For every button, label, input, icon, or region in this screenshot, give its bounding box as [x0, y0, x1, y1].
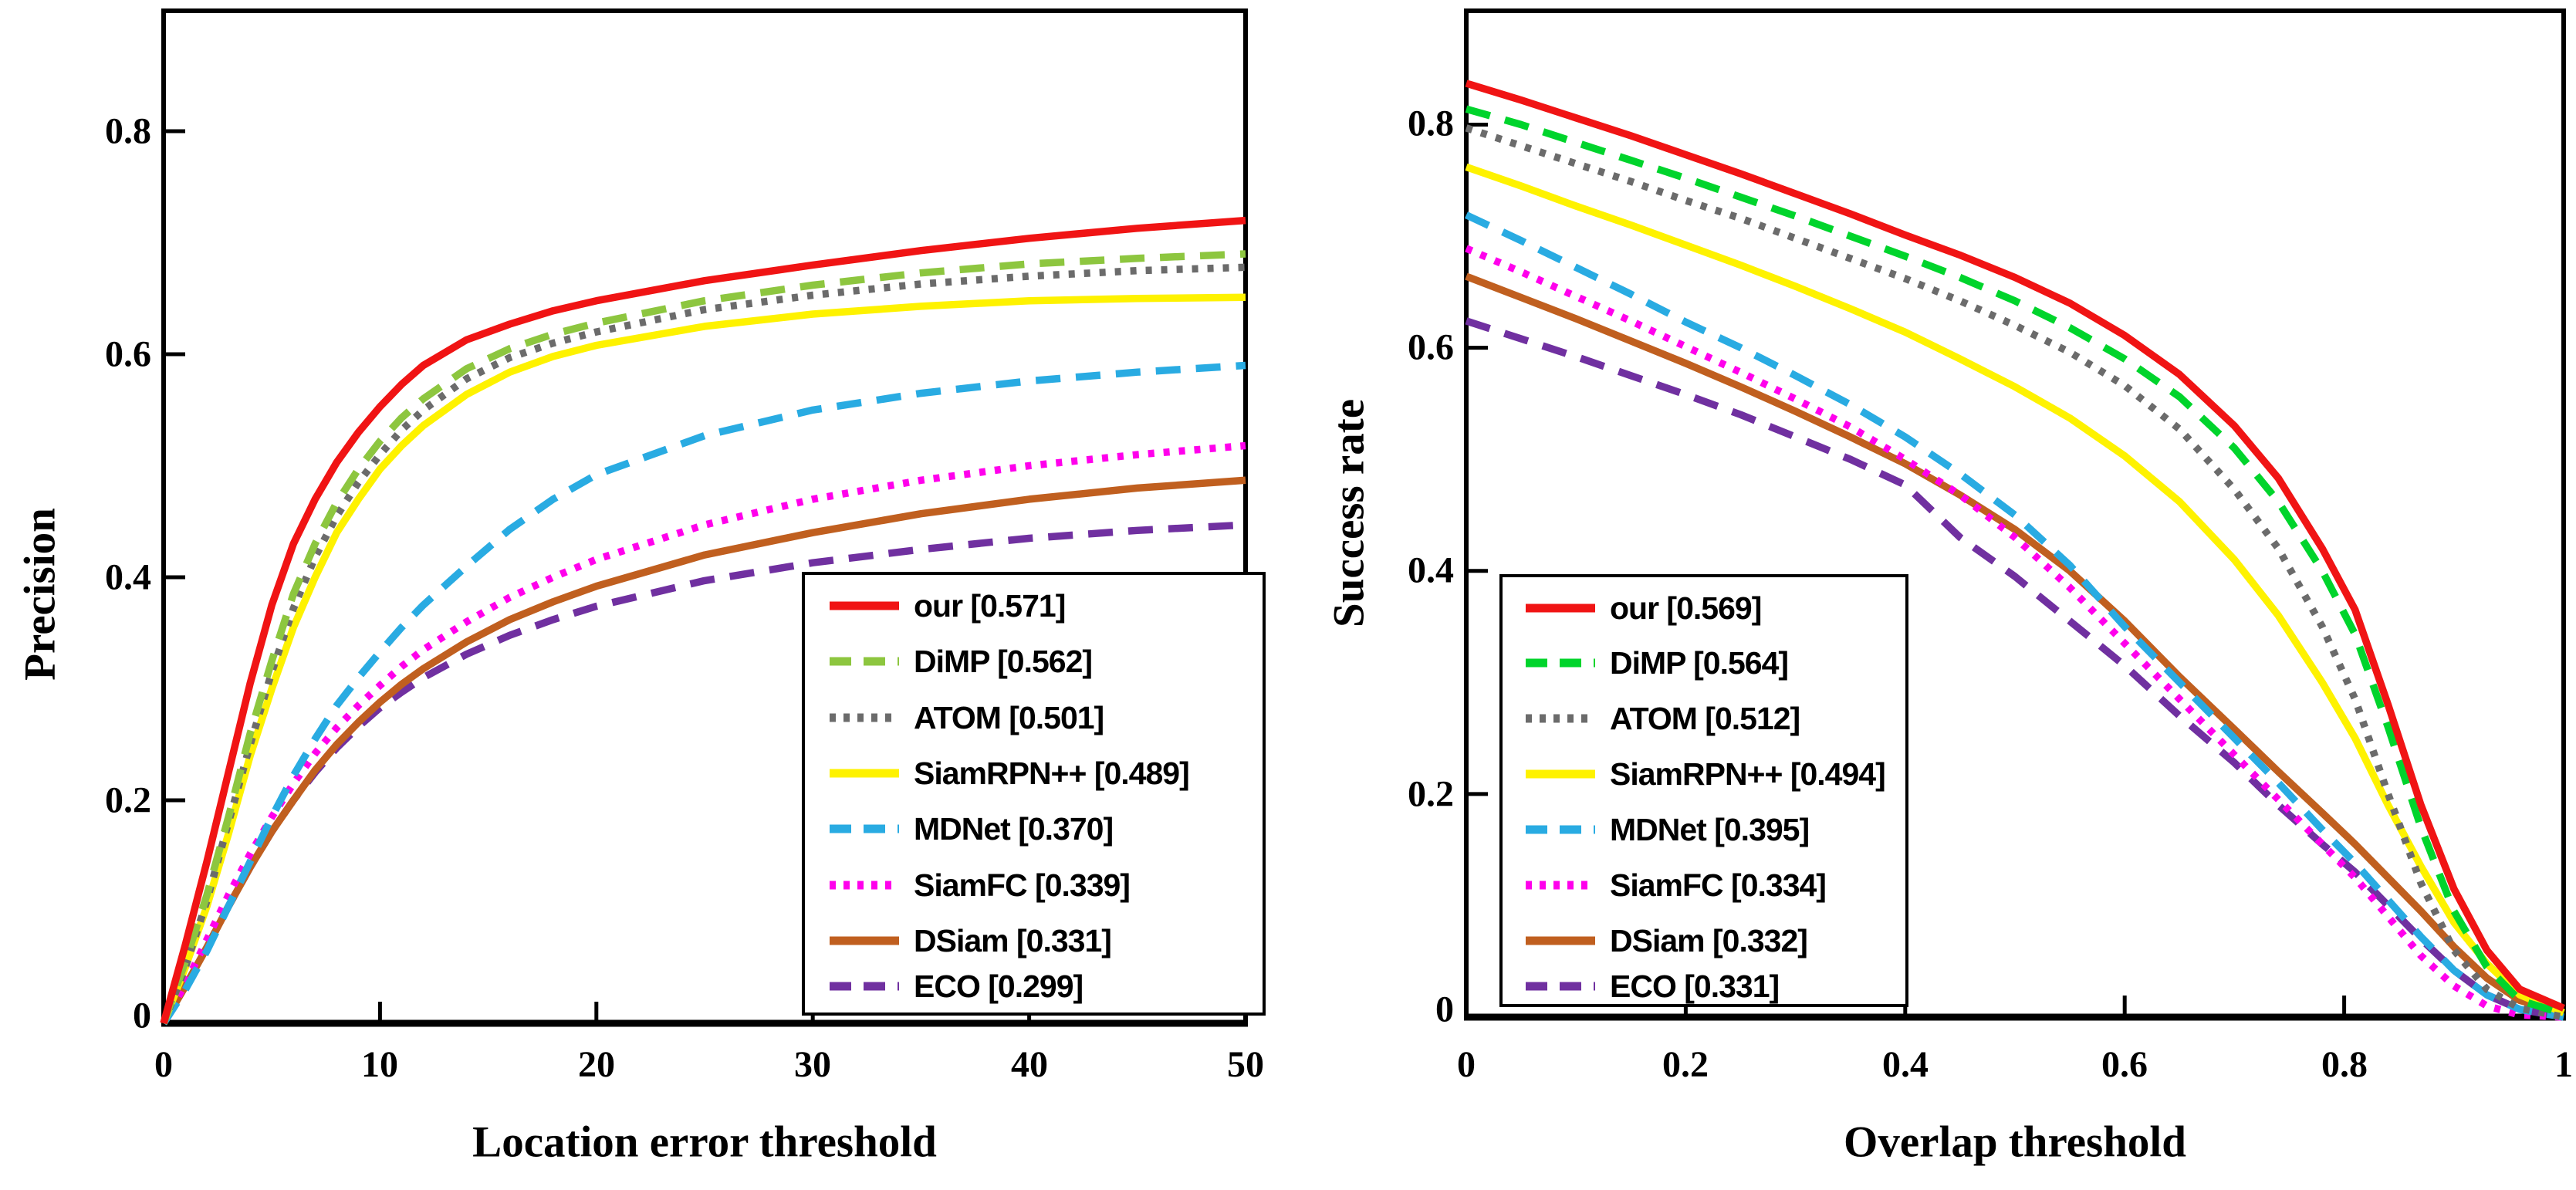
legend-row: SiamFC [0.334]: [1524, 864, 1827, 907]
legend-swatch-eco: [830, 982, 899, 991]
legend-swatch-siamrpn: [830, 769, 899, 778]
left-x-tick-0: 0: [154, 1044, 173, 1085]
left-y-axis-title: Precision: [15, 508, 65, 681]
legend-row: SiamRPN++ [0.494]: [1524, 752, 1886, 796]
legend-row: ECO [0.331]: [1524, 965, 1780, 1008]
legend-label: DiMP [0.562]: [914, 643, 1093, 679]
legend-label: our [0.571]: [914, 587, 1066, 624]
right-x-axis-title: Overlap threshold: [1844, 1117, 2186, 1167]
right-y-axis-title: Success rate: [1324, 399, 1374, 627]
legend-swatch-mdnet: [830, 824, 899, 833]
left-legend-box: our [0.571] DiMP [0.562] ATOM [0.501] Si…: [802, 572, 1266, 1016]
legend-swatch-dsiam: [830, 936, 899, 945]
legend-swatch-eco: [1526, 982, 1595, 991]
right-y-tick-0.8: 0.8: [1408, 103, 1454, 144]
left-y-tick-0.2: 0.2: [105, 779, 151, 821]
legend-row: SiamFC [0.339]: [828, 864, 1131, 907]
legend-swatch-dimp: [1526, 658, 1595, 668]
right-legend-box: our [0.569] DiMP [0.564] ATOM [0.512] Si…: [1499, 574, 1908, 1007]
legend-label: ATOM [0.512]: [1610, 700, 1800, 736]
legend-label: ECO [0.331]: [1610, 968, 1780, 1004]
right-x-tick-0.6: 0.6: [2101, 1044, 2148, 1085]
legend-row: SiamRPN++ [0.489]: [828, 752, 1190, 795]
legend-row: ECO [0.299]: [828, 965, 1083, 1008]
right-y-tick-0.2: 0.2: [1408, 773, 1454, 815]
right-x-tick-1: 1: [2554, 1044, 2573, 1085]
legend-row: MDNet [0.370]: [828, 807, 1114, 850]
left-x-tick-20: 20: [578, 1044, 615, 1085]
legend-row: our [0.571]: [828, 584, 1066, 627]
left-y-tick-0.8: 0.8: [105, 110, 151, 152]
legend-label: ATOM [0.501]: [914, 699, 1104, 735]
legend-row: MDNet [0.395]: [1524, 808, 1810, 851]
left-x-tick-50: 50: [1227, 1044, 1264, 1085]
legend-row: DSiam [0.332]: [1524, 919, 1808, 962]
legend-row: DiMP [0.562]: [828, 640, 1093, 683]
legend-label: ECO [0.299]: [914, 968, 1083, 1004]
left-y-tick-0.6: 0.6: [105, 333, 151, 375]
left-x-tick-30: 30: [794, 1044, 831, 1085]
legend-label: SiamFC [0.334]: [1610, 867, 1827, 903]
legend-label: DiMP [0.564]: [1610, 644, 1789, 681]
legend-row: ATOM [0.501]: [828, 696, 1104, 739]
legend-swatch-siamrpn: [1526, 769, 1595, 779]
left-y-tick-0: 0: [133, 995, 151, 1036]
legend-label: SiamRPN++ [0.494]: [1610, 756, 1886, 792]
legend-label: SiamRPN++ [0.489]: [914, 755, 1190, 791]
legend-swatch-atom: [1526, 714, 1595, 723]
legend-label: DSiam [0.331]: [914, 922, 1112, 958]
right-y-tick-0.6: 0.6: [1408, 326, 1454, 368]
legend-swatch-mdnet: [1526, 825, 1595, 834]
legend-row: DSiam [0.331]: [828, 919, 1112, 962]
legend-row: our [0.569]: [1524, 587, 1762, 630]
legend-swatch-our: [830, 601, 899, 610]
legend-swatch-dimp: [830, 657, 899, 666]
legend-swatch-our: [1526, 603, 1595, 613]
legend-swatch-siamfc: [1526, 881, 1595, 890]
left-x-tick-40: 40: [1011, 1044, 1048, 1085]
legend-label: our [0.569]: [1610, 590, 1762, 626]
legend-label: MDNet [0.395]: [1610, 811, 1810, 847]
legend-label: MDNet [0.370]: [914, 810, 1114, 847]
legend-label: DSiam [0.332]: [1610, 922, 1808, 958]
left-x-tick-10: 10: [361, 1044, 398, 1085]
right-x-tick-0.8: 0.8: [2321, 1044, 2368, 1085]
legend-row: DiMP [0.564]: [1524, 641, 1789, 685]
legend-swatch-dsiam: [1526, 936, 1595, 945]
right-y-tick-0: 0: [1435, 989, 1454, 1030]
legend-label: SiamFC [0.339]: [914, 867, 1131, 903]
left-x-axis-title: Location error threshold: [472, 1117, 937, 1167]
right-x-tick-0.2: 0.2: [1662, 1044, 1709, 1085]
legend-row: ATOM [0.512]: [1524, 697, 1800, 740]
right-y-tick-0.4: 0.4: [1408, 549, 1454, 591]
legend-swatch-siamfc: [830, 881, 899, 890]
legend-swatch-atom: [830, 713, 899, 722]
right-x-tick-0: 0: [1457, 1044, 1476, 1085]
right-x-tick-0.4: 0.4: [1882, 1044, 1929, 1085]
left-y-tick-0.4: 0.4: [105, 556, 151, 598]
